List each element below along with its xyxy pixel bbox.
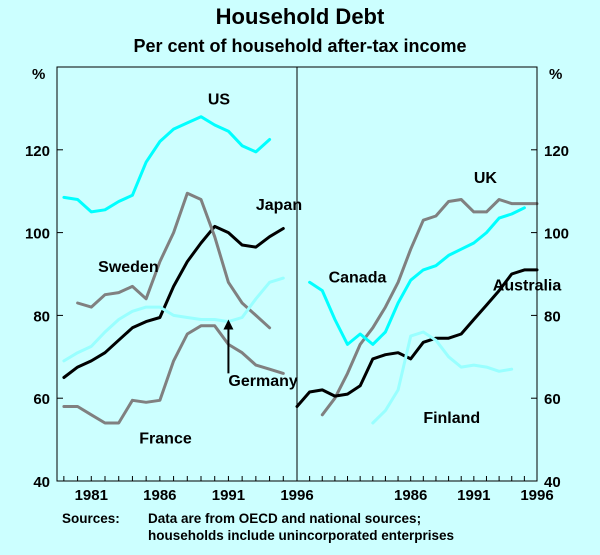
x-tick-label: 1991 [457,487,490,504]
sources-line-1: Data are from OECD and national sources; [148,510,421,527]
y-tick-label-right: 80 [544,308,561,325]
y-tick-label-left: 80 [33,308,50,325]
series-label-japan: Japan [256,197,302,214]
x-tick-label: 1991 [212,487,245,504]
series-line-uk [322,200,537,415]
x-tick-label: 1996 [280,487,313,504]
y-tick-label-right: 100 [544,226,569,243]
sources-line-2: households include unincorporated enterp… [148,527,454,544]
left-panel: 1981 1986 1991 1996 US Japan Sweden Germany Fran… [64,91,314,504]
series-label-germany: Germany [228,373,297,390]
series-label-france: France [139,431,192,448]
y-unit-right: % [549,66,562,83]
series-label-canada: Canada [329,269,387,286]
series-line-germany [64,278,283,361]
y-tick-label-left: 120 [25,143,50,160]
x-tick-label: 1986 [143,487,176,504]
y-tick-label-right: 60 [544,391,561,408]
y-tick-label-right: 40 [544,474,561,491]
x-tick-label: 1986 [394,487,427,504]
x-tick-label: 1981 [75,487,108,504]
y-tick-label-right: 120 [544,143,569,160]
household-debt-chart: 1981 1986 1991 1996 US Japan Sweden Germany Fran… [0,0,600,505]
series-line-us [64,117,270,212]
y-unit-left: % [32,66,45,83]
y-tick-label-left: 100 [25,226,50,243]
series-label-us: US [208,91,231,108]
series-label-australia: Australia [493,278,562,295]
sources-label: Sources: [62,510,148,527]
y-tick-label-left: 40 [33,474,50,491]
sources-note: Sources: Data are from OECD and national… [62,510,454,544]
y-tick-label-left: 60 [33,391,50,408]
series-label-uk: UK [474,170,498,187]
series-label-sweden: Sweden [98,259,158,276]
series-label-finland: Finland [423,410,480,427]
